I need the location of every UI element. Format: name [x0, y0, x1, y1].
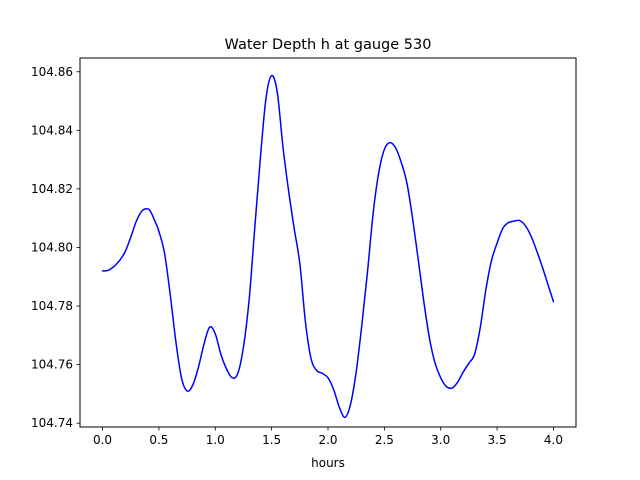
- plot-frame: [79, 57, 577, 428]
- y-axis: 104.74 104.76 104.78 104.80 104.82 104.84 104.…: [31, 65, 80, 430]
- x-tick-label-5: 2.5: [375, 433, 394, 447]
- y-tick-label-1: 104.76: [31, 358, 73, 372]
- y-tick-label-5: 104.84: [31, 123, 73, 137]
- x-tick-label-8: 4.0: [544, 433, 563, 447]
- y-tick-label-6: 104.86: [31, 65, 73, 79]
- chart-title: Water Depth h at gauge 530: [225, 37, 432, 53]
- x-axis-label: hours: [311, 456, 345, 470]
- x-tick-label-1: 0.5: [149, 433, 168, 447]
- y-tick-label-0: 104.74: [31, 416, 73, 430]
- y-tick-label-2: 104.78: [31, 299, 73, 313]
- series-line-0: [101, 74, 555, 419]
- x-tick-label-3: 1.5: [262, 433, 281, 447]
- x-tick-label-2: 1.0: [206, 433, 225, 447]
- x-axis: 0.0 0.5 1.0 1.5 2.0 2.5 3.0 3.5 4.0: [93, 427, 563, 447]
- x-tick-label-6: 3.0: [431, 433, 450, 447]
- x-tick-label-0: 0.0: [93, 433, 112, 447]
- x-tick-label-4: 2.0: [318, 433, 337, 447]
- series-layer: [101, 74, 555, 419]
- y-tick-label-3: 104.80: [31, 240, 73, 254]
- x-tick-label-7: 3.5: [488, 433, 507, 447]
- y-tick-label-4: 104.82: [31, 182, 73, 196]
